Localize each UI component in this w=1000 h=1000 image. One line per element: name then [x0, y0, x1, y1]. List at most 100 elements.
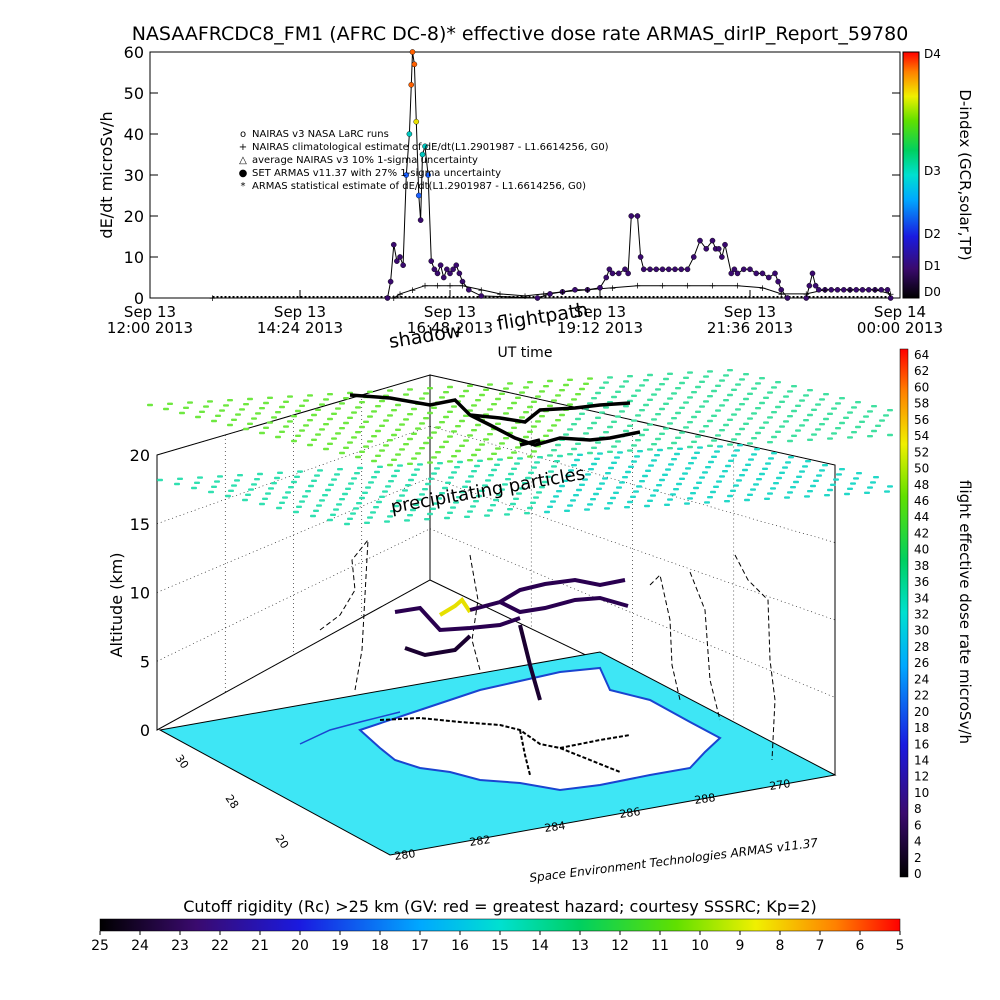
particle-marker — [516, 492, 522, 495]
particle-marker — [654, 454, 660, 457]
y-tick-label: 20 — [124, 207, 144, 226]
armas-point — [659, 266, 666, 273]
legend-symbol: + — [239, 142, 247, 153]
particle-marker — [403, 393, 409, 396]
particle-marker — [653, 489, 659, 492]
particle-marker — [859, 420, 865, 423]
armas-point — [428, 258, 435, 264]
particle-marker — [387, 439, 393, 442]
particle-marker — [391, 433, 397, 437]
particle-marker — [371, 435, 377, 438]
particle-marker — [543, 385, 549, 388]
lon-tick-label: 270 — [769, 777, 792, 793]
particle-marker — [657, 448, 663, 452]
particle-marker — [439, 492, 445, 495]
particle-marker — [487, 457, 493, 461]
dose-rate-tick-label: 50 — [914, 462, 929, 476]
rc-tick-label: 8 — [776, 938, 785, 954]
particle-marker — [643, 403, 649, 407]
particle-marker — [833, 478, 839, 481]
particle-marker — [317, 469, 323, 472]
armas-point — [865, 286, 872, 293]
particle-marker — [759, 377, 765, 380]
particle-marker — [614, 456, 620, 459]
particle-marker — [374, 470, 380, 474]
particle-marker — [507, 456, 513, 459]
particle-marker — [450, 506, 456, 509]
particle-marker — [559, 389, 565, 392]
particle-marker — [443, 440, 449, 443]
rc-tick-label: 17 — [411, 938, 429, 954]
flightpath-floor — [379, 716, 631, 776]
particle-marker — [533, 496, 539, 499]
particle-marker — [235, 413, 241, 416]
particle-marker — [419, 422, 425, 425]
particle-marker — [396, 499, 402, 502]
left-wall — [156, 374, 431, 731]
particle-marker — [816, 474, 822, 477]
particle-marker — [355, 455, 361, 459]
particle-marker — [739, 378, 745, 381]
y-axis-label: dE/dt microSv/h — [97, 111, 116, 238]
particle-marker — [595, 416, 601, 419]
nairas-point: + — [521, 292, 529, 302]
particle-marker — [615, 440, 621, 443]
particle-marker — [263, 401, 269, 405]
particle-marker — [756, 478, 762, 481]
particle-marker — [803, 394, 809, 397]
particle-marker — [593, 492, 599, 496]
particle-marker — [339, 427, 345, 430]
particle-marker — [731, 388, 737, 391]
particle-marker — [673, 488, 679, 491]
armas-point — [731, 266, 738, 273]
particle-marker — [403, 443, 409, 446]
dose-rate-tick-label: 24 — [914, 672, 929, 686]
y-tick-label: 50 — [124, 84, 144, 103]
particle-marker — [483, 438, 489, 441]
particle-marker — [279, 501, 285, 504]
particle-marker — [539, 486, 545, 489]
particle-marker — [839, 421, 845, 425]
legend-symbol: o — [240, 129, 246, 140]
particle-marker — [373, 506, 379, 509]
particle-marker — [455, 425, 461, 428]
particle-marker — [503, 437, 509, 440]
particle-marker — [259, 407, 265, 410]
particle-marker — [667, 397, 673, 400]
particle-marker — [645, 469, 651, 472]
legend: o NAIRAS v3 NASA LaRC runs + NAIRAS climato… — [239, 129, 609, 192]
particle-marker — [335, 407, 341, 410]
particle-marker — [491, 403, 497, 406]
particle-marker — [434, 467, 440, 470]
particle-marker — [754, 448, 760, 451]
particle-marker — [542, 480, 548, 484]
particle-marker — [550, 500, 556, 503]
particle-marker — [675, 436, 681, 439]
particle-marker — [563, 383, 569, 387]
cutoff-rigidity-panel: Cutoff rigidity (Rc) >25 km (GV: red = g… — [91, 897, 904, 954]
particle-marker — [836, 473, 842, 476]
rc-tick-label: 14 — [531, 938, 549, 954]
particle-marker — [747, 417, 753, 420]
particle-marker — [427, 436, 433, 439]
particle-marker — [575, 442, 581, 445]
y-tick-label: 40 — [124, 125, 144, 144]
particle-marker — [703, 400, 709, 403]
particle-marker — [791, 409, 797, 413]
particle-marker — [251, 483, 257, 486]
particle-marker — [325, 488, 331, 492]
particle-marker — [775, 405, 781, 409]
particle-marker — [147, 403, 153, 407]
nairas-point: + — [390, 294, 398, 304]
particle-marker — [530, 501, 536, 504]
particle-marker — [607, 425, 613, 429]
x-tick-label-time: 14:24 2013 — [257, 319, 343, 337]
particle-marker — [695, 385, 701, 389]
particle-marker — [591, 462, 597, 466]
nairas-point: + — [409, 286, 417, 296]
particle-marker — [314, 474, 320, 477]
particle-marker — [535, 420, 541, 423]
particle-marker — [395, 428, 401, 431]
particle-marker — [483, 388, 489, 391]
particle-marker — [471, 470, 477, 473]
